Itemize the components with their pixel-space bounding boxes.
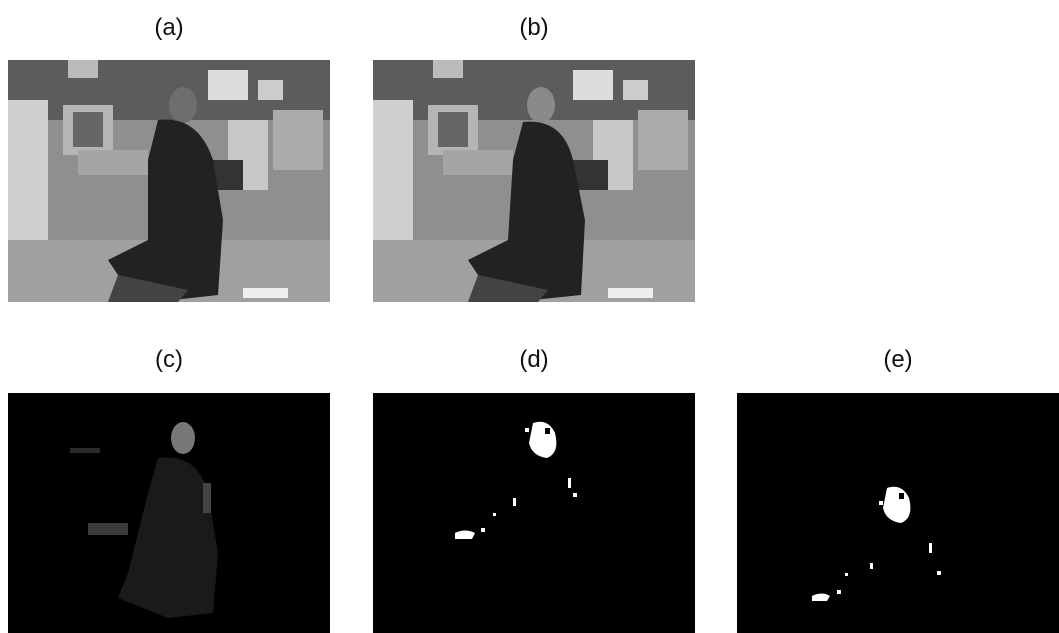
image-shape	[870, 563, 873, 569]
image-shape	[899, 493, 904, 499]
image-shape	[433, 60, 463, 78]
image-shape	[525, 428, 529, 432]
panel-label: (b)	[373, 14, 695, 42]
image-shape	[937, 571, 941, 575]
image-shape	[545, 428, 550, 434]
image-shape	[273, 110, 323, 170]
panel-label: (c)	[8, 346, 330, 374]
image-shape	[438, 112, 468, 147]
image-shape	[73, 112, 103, 147]
image-shape	[573, 70, 613, 100]
image-shape	[608, 288, 653, 298]
difference-image	[8, 393, 330, 633]
image-shape	[243, 288, 288, 298]
image-shape	[443, 150, 513, 175]
panel-label: (a)	[8, 14, 330, 42]
image-shape	[208, 70, 248, 100]
panel-label: (e)	[737, 346, 1059, 374]
image-shape	[203, 483, 211, 513]
scene	[8, 60, 330, 302]
photo-frame-a	[8, 60, 330, 302]
image-shape	[258, 80, 283, 100]
image-shape	[573, 493, 577, 497]
panel-label: (d)	[373, 346, 695, 374]
image-shape	[171, 422, 195, 454]
photo-frame-b	[373, 60, 695, 302]
image-shape	[169, 87, 197, 123]
image-shape	[70, 448, 100, 453]
mask-image	[373, 393, 695, 633]
image-shape	[879, 501, 883, 505]
image-shape	[527, 87, 555, 123]
mask-image	[737, 393, 1059, 633]
scene	[373, 60, 695, 302]
image-shape	[837, 590, 841, 594]
figure: (a) (b) (c) (d) (e)	[0, 0, 1059, 633]
image-shape	[493, 513, 496, 516]
image-shape	[513, 498, 516, 506]
image-shape	[88, 523, 128, 535]
image-shape	[481, 528, 485, 532]
image-shape	[845, 573, 848, 576]
image-shape	[455, 531, 475, 540]
image-shape	[78, 150, 148, 175]
image-shape	[929, 543, 932, 553]
image-shape	[68, 60, 98, 78]
image-shape	[638, 110, 688, 170]
image-shape	[623, 80, 648, 100]
image-shape	[568, 478, 571, 488]
